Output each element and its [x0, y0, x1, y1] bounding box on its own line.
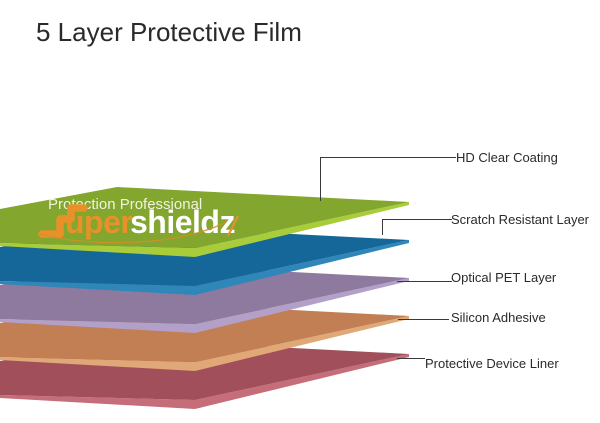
svg-text:uper: uper	[65, 204, 132, 240]
svg-text:shieldz: shieldz	[130, 204, 235, 240]
